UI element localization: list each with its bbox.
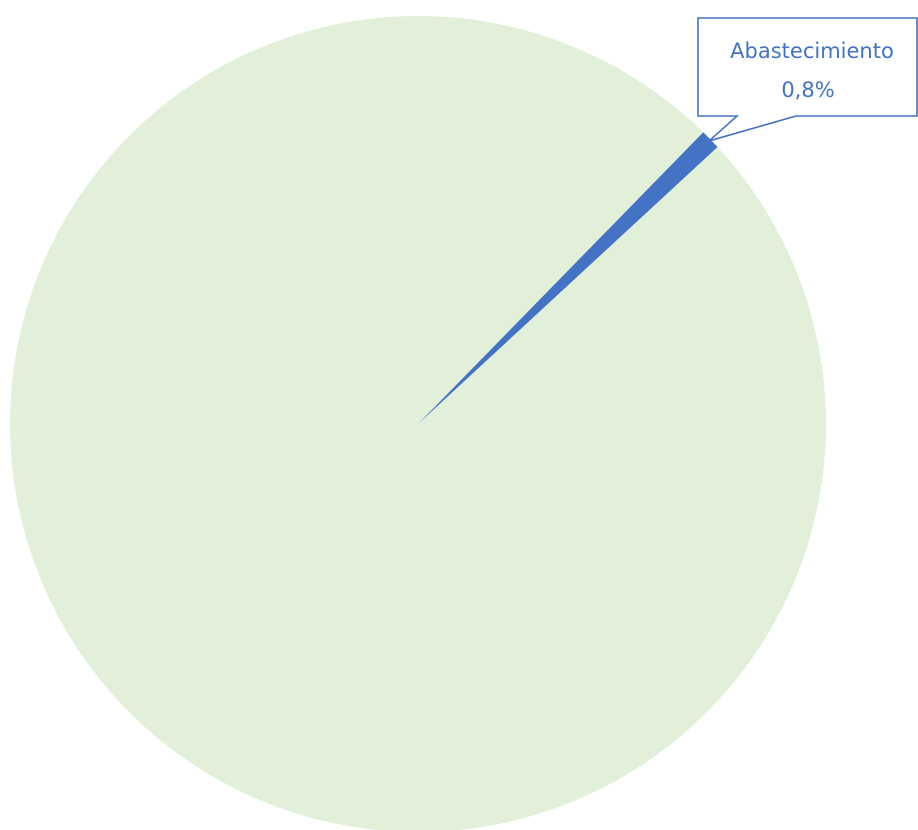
data-label-callout: Abastecimiento 0,8% [697,17,918,142]
pie-slices [10,16,826,830]
pie-slice-other [10,16,826,830]
callout-box [697,17,918,142]
callout-value-label: 0,8% [781,78,834,102]
pie-slice-abastecimiento [418,132,718,424]
callout-category-label: Abastecimiento [730,39,894,63]
